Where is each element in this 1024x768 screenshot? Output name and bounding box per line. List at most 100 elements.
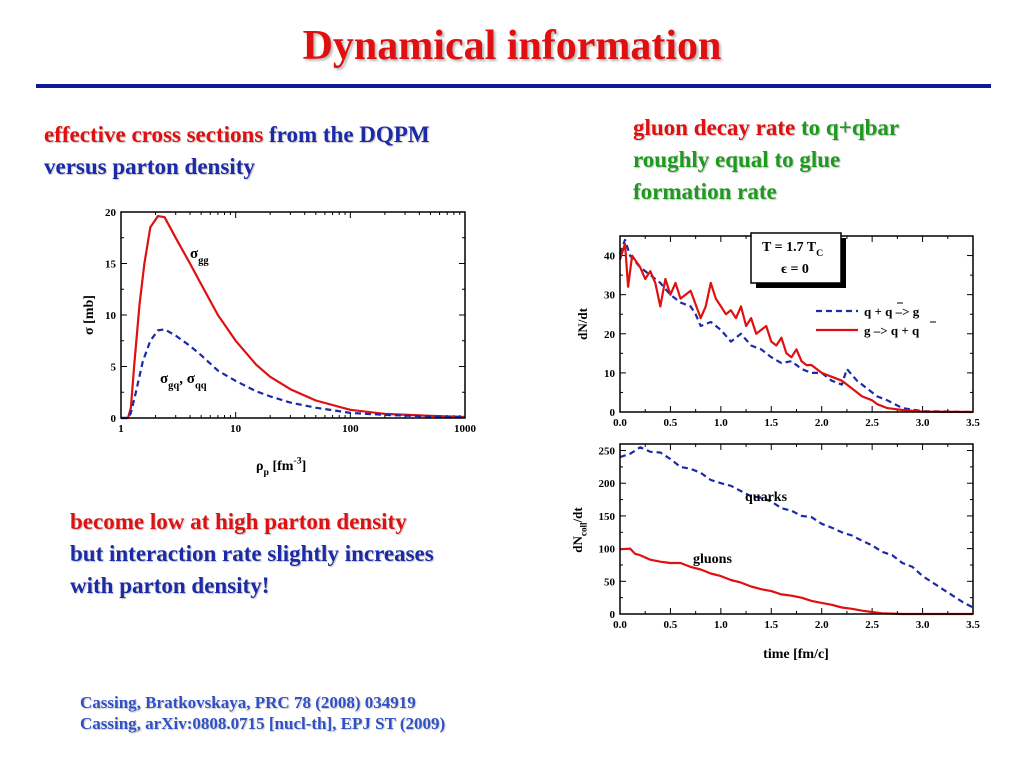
left-caption-part1: effective cross sections [44, 122, 264, 147]
citations: Cassing, Bratkovskaya, PRC 78 (2008) 034… [80, 692, 445, 734]
decay-rate-series-0-line [618, 238, 974, 414]
collision-rate-ytick-label: 200 [599, 478, 616, 490]
decay-rate-legend-label-1-part-1: q [912, 323, 920, 338]
collision-rate-xtick-label: 3.5 [966, 619, 980, 631]
cross-section-ylabel: σ [mb] [82, 295, 97, 335]
cross-section-xlabel-part-3: -3 [293, 456, 301, 467]
collision-rate-ytick-label: 100 [599, 544, 616, 556]
right-caption: gluon decay rate to q+qbar roughly equal… [633, 112, 899, 208]
bottom-caption: become low at high parton density but in… [70, 506, 434, 602]
cross-section-series-0-line [121, 215, 466, 420]
collision-rate-xtick-label: 0.0 [613, 619, 627, 631]
cross-section-xlabel-part-4: ] [302, 459, 307, 474]
collision-rate-ylabel-part-1: coll [579, 522, 589, 536]
collision-rate-frame [619, 443, 974, 615]
collision-rate-ytick-label: 250 [599, 446, 616, 458]
decay-rate-ytick-label: 40 [604, 251, 616, 263]
decay-rate-xtick-label: 1.0 [714, 417, 728, 429]
collision-rate-series-1-label: gluons [693, 552, 732, 567]
cross-section-series-0-label-part-0: σ [190, 246, 199, 262]
left-caption-part3: DQPM [359, 122, 430, 147]
cross-section-xtick-label: 1000 [454, 423, 477, 435]
decay-rate-ytick-label: 10 [604, 368, 616, 380]
collision-rate-ylabel: dNcoll/dt [570, 507, 589, 553]
decay-rate-xtick-label: 3.0 [916, 417, 930, 429]
cross-section-series-1-label: σgq, σqq [160, 371, 207, 391]
cross-section-series-1-label-part-0: σ [160, 371, 169, 387]
collision-rate-ylabel-part-2: /dt [570, 507, 585, 524]
citation-1: Cassing, Bratkovskaya, PRC 78 (2008) 034… [80, 693, 416, 712]
collision-rate-series-1-line [619, 547, 973, 616]
collision-rate-series-0-line [619, 446, 974, 609]
decay-rate-ytick-label: 30 [604, 290, 616, 302]
cross-section-ytick-label: 5 [111, 362, 117, 374]
chart-collision-rate: 0.0 0.5 1.0 1.5 2.0 2.5 3.0 3.5 0 50 100 150 200 250 t… [570, 443, 980, 662]
cross-section-xlabel: ρp [fm-3] [256, 456, 306, 478]
decay-rate-ytick-label: 0 [610, 407, 616, 419]
left-caption-line2: versus parton density [44, 154, 255, 179]
right-caption-line3: formation rate [633, 179, 777, 204]
cross-section-xtick-label: 100 [342, 423, 359, 435]
decay-rate-xtick-label: 2.5 [865, 417, 879, 429]
collision-rate-xtick-label: 2.0 [815, 619, 829, 631]
cross-section-xtick-label: 1 [118, 423, 124, 435]
decay-rate-annotation-line2: ϵ = 0 [781, 262, 809, 277]
collision-rate-ylabel-part-0: dN [570, 535, 585, 552]
decay-rate-xtick-label: 1.5 [764, 417, 778, 429]
right-caption-part2: to q+qbar [795, 115, 900, 140]
decay-rate-legend-label-0-part-1: q [885, 304, 893, 319]
collision-rate-xtick-label: 2.5 [865, 619, 879, 631]
decay-rate-legend-label-1: g –> q + q [864, 323, 920, 338]
left-caption-part2: from the [263, 122, 360, 147]
bottom-caption-line1: become low at high parton density [70, 509, 407, 534]
cross-section-series-1-label-part-1: gq [168, 380, 179, 391]
collision-rate-xtick-label: 1.5 [764, 619, 778, 631]
cross-section-frame [120, 211, 466, 419]
collision-rate-xtick-label: 1.0 [714, 619, 728, 631]
decay-rate-ylabel: dN/dt [575, 307, 590, 339]
decay-rate-legend-label-0-part-0: q + [864, 304, 885, 319]
cross-section-series-0-label-part-1: gg [198, 255, 209, 266]
cross-section-series-1-line [121, 328, 466, 420]
bottom-caption-line3: with parton density! [70, 573, 270, 598]
slide-title: Dynamical information [302, 23, 722, 69]
cross-section-ytick-label: 0 [111, 413, 117, 425]
right-caption-line2: roughly equal to glue [633, 147, 841, 172]
citation-2: Cassing, arXiv:0808.0715 [nucl-th], EPJ … [80, 714, 446, 733]
collision-rate-xlabel: time [fm/c] [763, 647, 829, 662]
cross-section-xlabel-part-0: ρ [256, 459, 264, 474]
cross-section-ytick-label: 15 [105, 259, 117, 271]
collision-rate-ytick-label: 50 [604, 576, 616, 588]
cross-section-xlabel-part-1: p [264, 467, 270, 478]
decay-rate-annotation-line1-part-0: T = 1.7 T [762, 240, 817, 255]
decay-rate-legend-label-0-part-2: –> g [892, 304, 919, 319]
decay-rate-xtick-label: 0.0 [613, 417, 627, 429]
cross-section-series-0-label: σgg [190, 246, 209, 266]
collision-rate-ytick-label: 0 [610, 609, 616, 621]
cross-section-series-1-label-part-2: , σ [179, 371, 196, 387]
chart-decay-rate: 0.0 0.5 1.0 1.5 2.0 2.5 3.0 3.5 0 10 20 30 40 dN/dt T … [575, 232, 980, 429]
decay-rate-annotation-line1: T = 1.7 TC [762, 240, 823, 259]
collision-rate-ytick-label: 150 [599, 511, 616, 523]
decay-rate-legend-label-0: q + q –> g [864, 304, 920, 319]
left-caption: effective cross sections from the DQPM v… [44, 119, 430, 183]
decay-rate-annotation-line1-part-1: C [816, 248, 823, 259]
decay-rate-xtick-label: 2.0 [815, 417, 829, 429]
bottom-caption-line2: but interaction rate slightly increases [70, 541, 434, 566]
title-divider [36, 84, 991, 88]
collision-rate-xtick-label: 3.0 [916, 619, 930, 631]
collision-rate-series-0-label: quarks [745, 490, 788, 505]
cross-section-ytick-label: 10 [105, 310, 117, 322]
cross-section-series-1-label-part-3: qq [195, 380, 207, 391]
decay-rate-xtick-label: 3.5 [966, 417, 980, 429]
right-caption-line1: gluon decay rate to q+qbar [633, 112, 899, 144]
right-caption-part1: gluon decay rate [633, 115, 796, 140]
decay-rate-series-1-line [618, 242, 974, 414]
cross-section-xlabel-part-2: [fm [269, 459, 294, 474]
decay-rate-annotation-box [750, 232, 842, 284]
decay-rate-legend-label-1-part-0: g –> q + [864, 323, 912, 338]
collision-rate-xtick-label: 0.5 [664, 619, 678, 631]
decay-rate-xtick-label: 0.5 [664, 417, 678, 429]
